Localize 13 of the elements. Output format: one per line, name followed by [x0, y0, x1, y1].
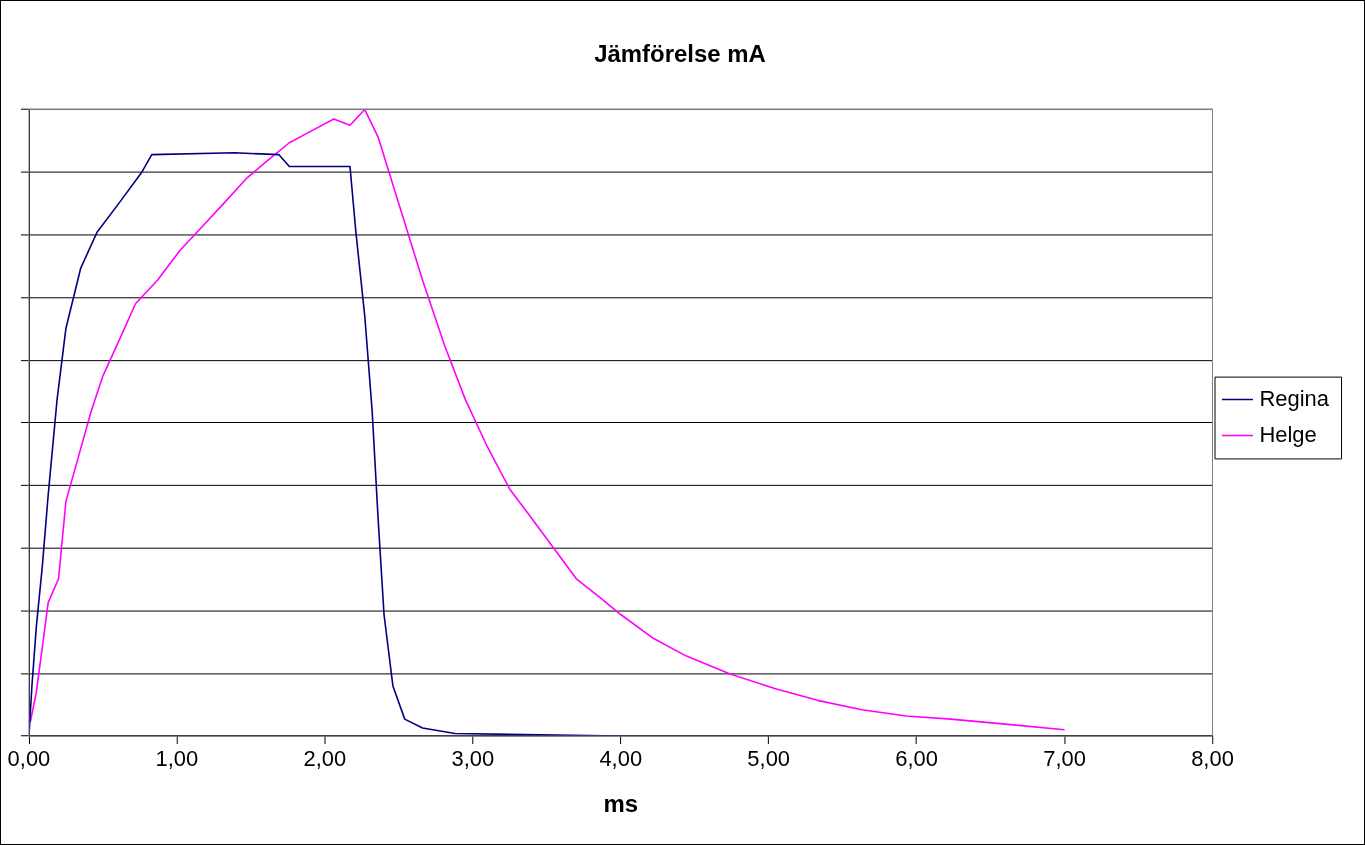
- x-tick-label: 3,00: [451, 746, 495, 772]
- x-tick-label: 1,00: [155, 746, 199, 772]
- x-tick-label: 4,00: [599, 746, 643, 772]
- x-tick-label: 6,00: [895, 746, 938, 772]
- x-tick-label: 7,00: [1043, 746, 1086, 772]
- x-axis-title: ms: [603, 790, 639, 818]
- x-tick-label: 0,00: [7, 746, 51, 772]
- x-tick-label: 2,00: [303, 746, 347, 772]
- x-tick-label: 5,00: [747, 746, 791, 772]
- chart-title: Jämförelse mA: [594, 39, 766, 67]
- x-tick-label: 8,00: [1191, 746, 1234, 772]
- legend-label: Regina: [1259, 385, 1330, 411]
- legend-label: Helge: [1259, 421, 1317, 447]
